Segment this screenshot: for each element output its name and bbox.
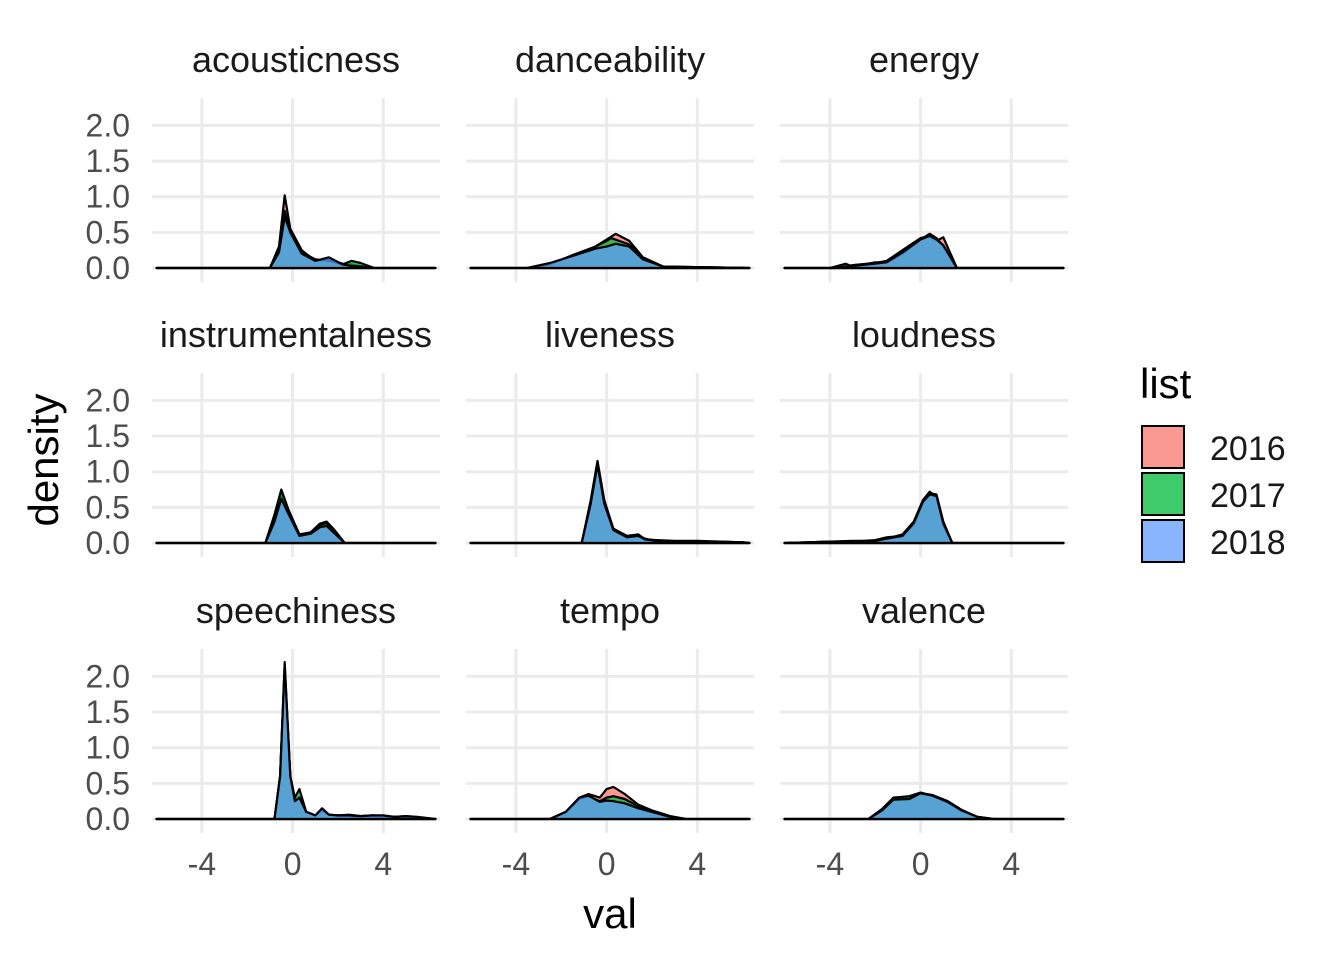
density-area-2018 [155,661,437,821]
y-tick-label: 1.5 [86,694,130,730]
y-tick-label: 0.0 [86,525,130,561]
panel-title: instrumentalness [160,314,432,355]
panel-valence: valence -4 0 4 [780,590,1068,882]
panel-title: tempo [560,590,660,631]
y-tick-label: 0.0 [86,801,130,837]
x-tick-label: -4 [188,846,216,882]
panel-title: energy [869,39,979,80]
panel-acousticness: acousticness 0.00.51.01.52.0 [86,39,440,286]
legend-key [1141,425,1185,469]
panel-danceability: danceability [466,39,754,282]
density-area-2018 [783,493,1065,545]
y-tick-label: 1.0 [86,730,130,766]
legend-item-2017: 2017 [1141,472,1286,516]
y-tick-label: 0.5 [86,765,130,801]
legend-label: 2017 [1210,477,1286,515]
density-area-2018 [155,497,437,545]
legend-item-2018: 2018 [1141,519,1286,563]
legend-title: list [1140,360,1192,407]
panel-instrumentalness: instrumentalness 0.00.51.01.52.0 [86,314,440,561]
density-area-2018 [783,792,1065,821]
x-tick-label: 4 [1002,846,1020,882]
panel-title: acousticness [192,39,400,80]
x-tick-label: 0 [598,846,616,882]
x-tick-label: 0 [912,846,930,882]
legend-key [1141,472,1185,516]
x-tick-label: -4 [816,846,844,882]
y-tick-label: 2.0 [86,658,130,694]
y-tick-label: 2.0 [86,382,130,418]
y-tick-label: 1.5 [86,143,130,179]
panel-energy: energy [780,39,1068,282]
density-area-2018 [155,215,437,270]
panel-speechiness: speechiness 0.00.51.01.52.0 -4 0 4 [86,590,440,882]
legend-item-2016: 2016 [1141,425,1286,469]
panel-tempo: tempo -4 0 4 [466,590,754,882]
x-tick-label: -4 [502,846,530,882]
x-axis-title: val [583,890,637,937]
density-area-2018 [469,242,751,270]
density-area-2017 [155,668,437,821]
panel-title: danceability [515,39,705,80]
x-tick-label: 4 [688,846,706,882]
panel-title: valence [862,590,986,631]
y-tick-label: 1.5 [86,418,130,454]
density-area-2018 [469,463,751,545]
density-area-2018 [783,234,1065,270]
density-area-2018 [469,794,751,821]
legend-key [1141,519,1185,563]
y-tick-label: 0.5 [86,214,130,250]
legend-label: 2018 [1210,524,1286,562]
panel-title: speechiness [196,590,396,631]
x-tick-label: 4 [374,846,392,882]
y-tick-label: 1.0 [86,454,130,490]
panel-title: loudness [852,314,996,355]
y-tick-label: 0.5 [86,489,130,525]
legend-label: 2016 [1210,430,1286,468]
legend: list 2016 2017 2018 [1140,360,1286,563]
y-tick-label: 2.0 [86,107,130,143]
panel-loudness: loudness [780,314,1068,557]
y-tick-label: 1.0 [86,179,130,215]
y-axis-title: density [20,393,67,526]
x-tick-label: 0 [284,846,302,882]
panel-liveness: liveness [466,314,754,557]
panel-title: liveness [545,314,675,355]
y-tick-label: 0.0 [86,250,130,286]
